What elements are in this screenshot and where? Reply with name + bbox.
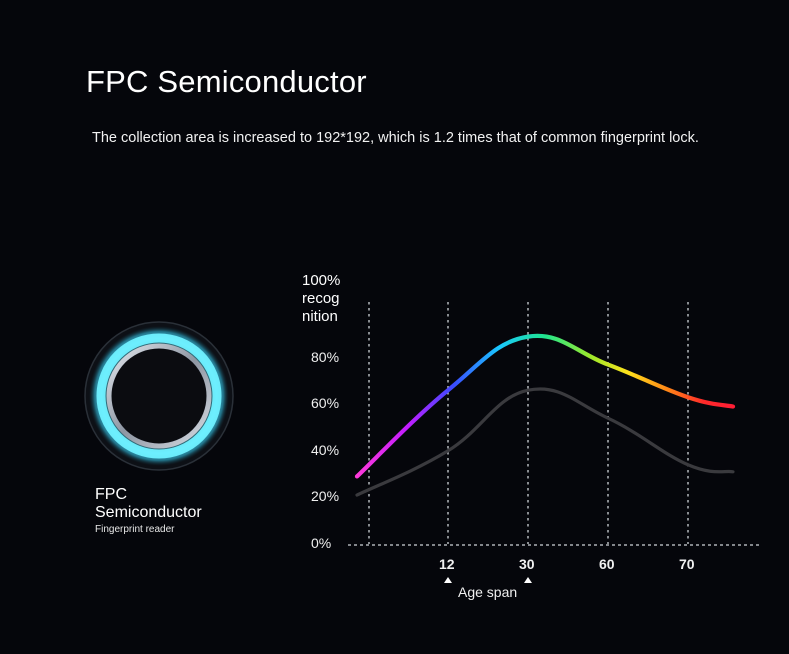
- rainbow-series-line: [354, 333, 736, 479]
- y-tick-label: 80%: [311, 348, 340, 365]
- y-tick-label: 60%: [311, 395, 340, 412]
- x-tick-label: 60: [599, 556, 615, 572]
- page-description: The collection area is increased to 192*…: [92, 130, 699, 146]
- x-tick-label: 12: [439, 556, 455, 572]
- grey-series-line: [355, 387, 735, 497]
- x-tick-label: 30: [519, 556, 535, 572]
- y-tick-label: 0%: [311, 535, 332, 551]
- x-axis-label: Age span: [458, 584, 518, 600]
- reader-title: FPC Semiconductor: [95, 486, 202, 521]
- y-tick-label: 40%: [311, 441, 340, 458]
- x-marker-triangle: [444, 577, 452, 583]
- y-axis-label: 100% recog nition: [302, 272, 341, 325]
- fingerprint-sensor-icon: [84, 321, 234, 471]
- x-marker-triangle: [524, 577, 532, 583]
- page-title: FPC Semiconductor: [86, 64, 367, 99]
- y-tick-label: 20%: [311, 488, 340, 505]
- reader-subtitle: Fingerprint reader: [95, 524, 175, 535]
- x-tick-label: 70: [679, 556, 695, 572]
